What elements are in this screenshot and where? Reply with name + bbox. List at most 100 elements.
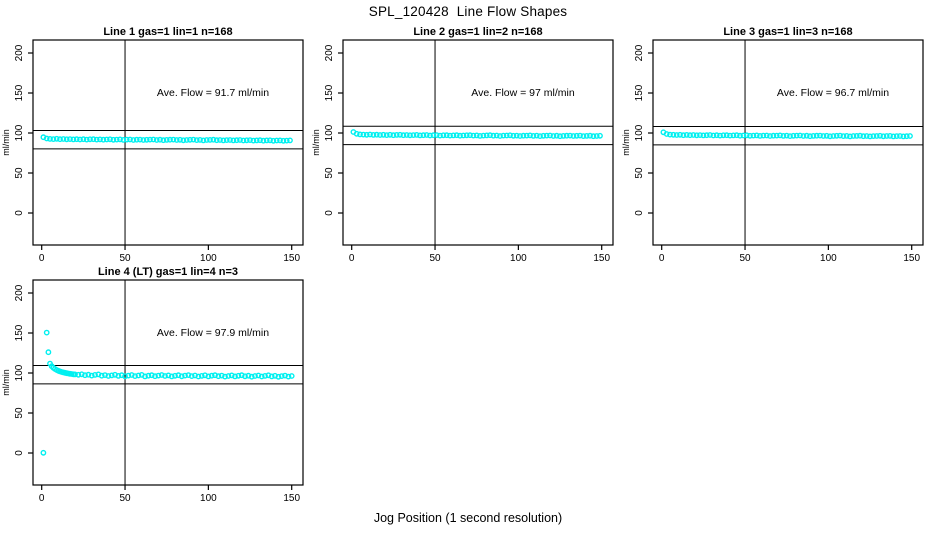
data-point xyxy=(213,137,220,144)
data-points xyxy=(350,129,603,140)
data-point xyxy=(105,373,112,379)
data-point xyxy=(437,132,443,139)
data-point xyxy=(383,132,390,139)
data-point xyxy=(727,132,733,139)
data-point xyxy=(777,132,783,139)
data-point xyxy=(255,372,262,379)
data-point xyxy=(360,131,367,138)
panel-title: Line 2 gas=1 lin=2 n=168 xyxy=(413,26,542,38)
data-point xyxy=(597,132,603,139)
data-point xyxy=(687,132,693,139)
data-point xyxy=(480,132,487,139)
data-point xyxy=(273,137,280,144)
data-point xyxy=(460,132,467,139)
data-point xyxy=(670,131,677,138)
data-point xyxy=(117,136,123,143)
x-axis-label: Jog Position (1 second resolution) xyxy=(373,511,563,525)
ave-flow-annotation: Ave. Flow = 97.9 ml/min xyxy=(157,327,269,339)
data-point xyxy=(800,133,807,139)
data-point xyxy=(557,133,563,140)
x-tick-label: 50 xyxy=(119,493,131,504)
data-point xyxy=(453,132,460,139)
data-point xyxy=(450,132,457,139)
data-point xyxy=(753,132,760,139)
y-tick-label: 150 xyxy=(324,84,335,101)
data-point xyxy=(242,373,248,380)
y-tick-label: 200 xyxy=(14,284,25,301)
data-point xyxy=(567,132,573,139)
data-point xyxy=(593,133,600,139)
data-point xyxy=(128,372,135,378)
data-point xyxy=(137,136,143,143)
panel-title: Line 1 gas=1 lin=1 n=168 xyxy=(103,26,232,38)
y-tick-label: 100 xyxy=(14,364,25,381)
y-tick-label: 100 xyxy=(324,124,335,141)
data-point xyxy=(267,137,273,144)
x-tick-label: 150 xyxy=(283,493,300,504)
data-point xyxy=(853,133,860,139)
data-point xyxy=(100,136,107,143)
data-point xyxy=(897,133,903,139)
data-point xyxy=(92,372,98,378)
data-point xyxy=(130,137,137,143)
data-point xyxy=(417,132,423,139)
data-point xyxy=(843,133,850,139)
data-point xyxy=(142,373,148,380)
y-tick-label: 150 xyxy=(14,84,25,101)
data-point xyxy=(760,132,767,139)
data-point xyxy=(197,137,203,143)
data-point xyxy=(433,132,440,139)
data-point xyxy=(265,372,272,379)
y-axis: 0 50 100 150 200 xyxy=(634,44,653,216)
reference-lines xyxy=(343,40,613,245)
x-axis: 0 50 100 150 xyxy=(659,245,920,264)
ave-flow-annotation: Ave. Flow = 91.7 ml/min xyxy=(157,87,269,99)
plot-box xyxy=(652,39,924,246)
data-point xyxy=(513,132,520,139)
data-point xyxy=(447,132,453,139)
data-point xyxy=(88,372,95,379)
data-point xyxy=(78,371,85,378)
data-point xyxy=(93,136,100,143)
data-point xyxy=(63,136,70,143)
data-point xyxy=(40,449,47,456)
data-point xyxy=(72,371,78,378)
data-point xyxy=(827,133,833,140)
data-point xyxy=(253,137,260,144)
data-point xyxy=(262,373,268,379)
data-point xyxy=(733,132,740,139)
data-point xyxy=(463,132,470,139)
data-point xyxy=(783,132,790,139)
y-tick-label: 100 xyxy=(634,124,645,141)
data-point xyxy=(143,136,150,143)
data-points xyxy=(40,134,293,144)
data-point xyxy=(257,137,263,144)
x-tick-label: 0 xyxy=(349,253,355,264)
data-point xyxy=(77,136,83,143)
data-point xyxy=(470,132,477,139)
x-tick-label: 100 xyxy=(200,493,217,504)
data-point xyxy=(823,132,830,139)
data-point xyxy=(473,132,480,139)
data-point xyxy=(363,131,370,138)
data-point xyxy=(108,372,115,379)
data-point xyxy=(707,132,713,138)
data-point xyxy=(503,132,510,139)
data-point xyxy=(187,136,193,143)
data-point xyxy=(60,136,67,142)
data-point xyxy=(153,137,160,143)
data-point xyxy=(120,137,127,143)
data-point xyxy=(490,132,497,139)
data-point xyxy=(173,137,180,143)
data-point xyxy=(43,135,50,142)
data-point xyxy=(233,137,240,144)
data-point xyxy=(277,137,283,144)
data-point xyxy=(570,133,577,139)
data-point xyxy=(700,132,707,139)
x-tick-label: 150 xyxy=(283,253,300,264)
data-point xyxy=(195,373,202,380)
data-point xyxy=(750,132,757,139)
data-point xyxy=(560,133,567,139)
data-point xyxy=(222,373,228,380)
